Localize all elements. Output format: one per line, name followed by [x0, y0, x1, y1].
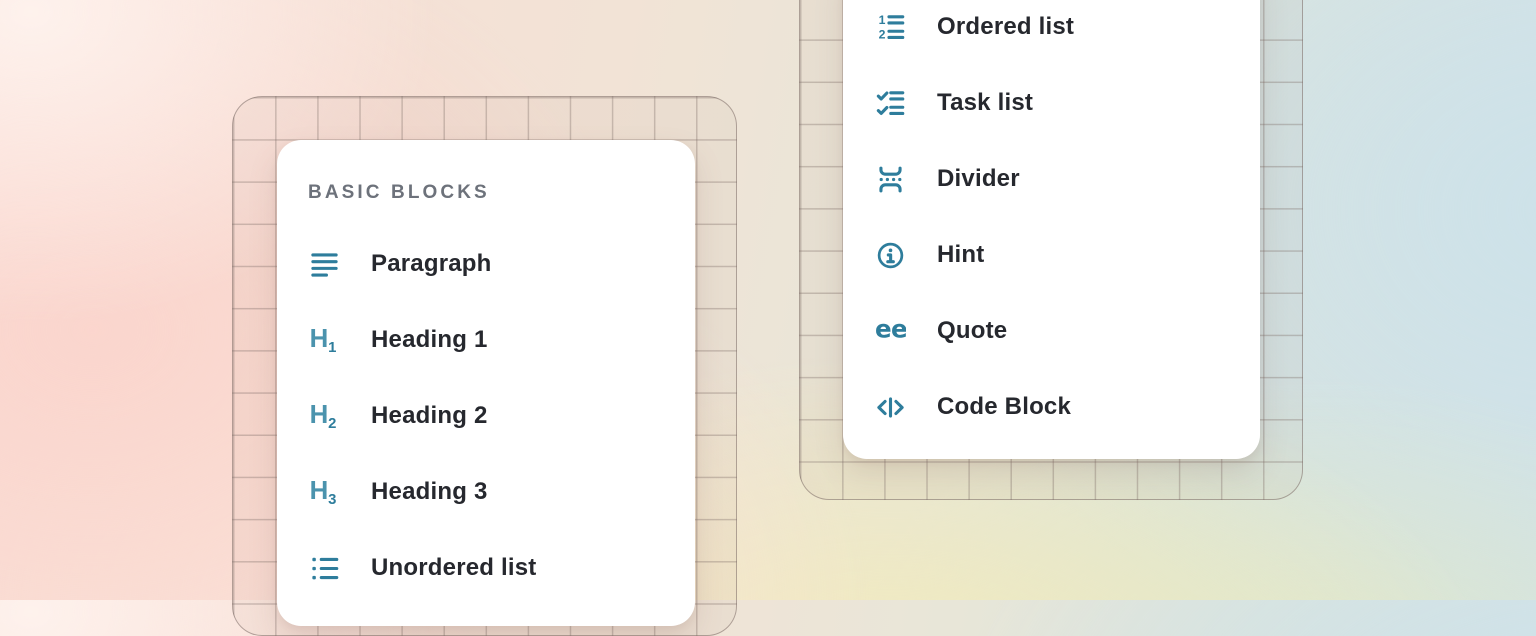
blocks-menu: 1 2 Ordered list Task list Divider Hint ee Quot…: [843, 0, 1260, 445]
svg-text:H: H: [309, 401, 328, 429]
svg-text:ee: ee: [875, 316, 906, 343]
unordered-list-icon: [308, 552, 340, 584]
menu-item-hint[interactable]: Hint: [843, 217, 1260, 293]
menu-item-label: Divider: [937, 165, 1020, 192]
menu-item-unordered-list[interactable]: Unordered list: [277, 530, 695, 606]
menu-item-divider[interactable]: Divider: [843, 141, 1260, 217]
menu-item-label: Paragraph: [371, 250, 492, 277]
svg-text:1: 1: [328, 340, 336, 356]
menu-item-task-list[interactable]: Task list: [843, 65, 1260, 141]
menu-item-label: Quote: [937, 317, 1008, 344]
quote-icon: ee: [874, 315, 906, 347]
menu-item-label: Hint: [937, 241, 985, 268]
task-list-icon: [874, 87, 906, 119]
menu-item-label: Heading 3: [371, 478, 488, 505]
menu-item-label: Heading 2: [371, 402, 488, 429]
blocks-menu-card: 1 2 Ordered list Task list Divider Hint ee Quot…: [843, 0, 1260, 459]
menu-item-paragraph[interactable]: Paragraph: [277, 226, 695, 302]
divider-icon: [874, 163, 906, 195]
code-block-icon: [874, 391, 906, 423]
svg-text:H: H: [309, 325, 328, 353]
paragraph-icon: [308, 248, 340, 280]
menu-item-label: Ordered list: [937, 13, 1075, 40]
svg-text:H: H: [309, 477, 328, 505]
basic-blocks-menu: Paragraph H 1 Heading 1 H 2 Heading 2 H 3 Heading…: [277, 226, 695, 606]
menu-item-code-block[interactable]: Code Block: [843, 369, 1260, 445]
svg-text:1: 1: [878, 12, 885, 26]
menu-item-ordered-list[interactable]: 1 2 Ordered list: [843, 0, 1260, 65]
menu-item-label: Unordered list: [371, 554, 537, 581]
svg-text:3: 3: [328, 492, 336, 508]
svg-text:2: 2: [878, 27, 885, 41]
menu-item-heading-1[interactable]: H 1 Heading 1: [277, 302, 695, 378]
menu-item-quote[interactable]: ee Quote: [843, 293, 1260, 369]
menu-item-heading-2[interactable]: H 2 Heading 2: [277, 378, 695, 454]
menu-item-heading-3[interactable]: H 3 Heading 3: [277, 454, 695, 530]
hint-icon: [874, 239, 906, 271]
svg-text:2: 2: [328, 416, 336, 432]
menu-item-label: Code Block: [937, 393, 1072, 420]
menu-item-label: Task list: [937, 89, 1034, 116]
section-header-basic-blocks: BASIC BLOCKS: [308, 182, 490, 203]
menu-item-label: Heading 1: [371, 326, 488, 353]
basic-blocks-menu-card: BASIC BLOCKS Paragraph H 1 Heading 1 H 2 Headi…: [277, 140, 695, 626]
